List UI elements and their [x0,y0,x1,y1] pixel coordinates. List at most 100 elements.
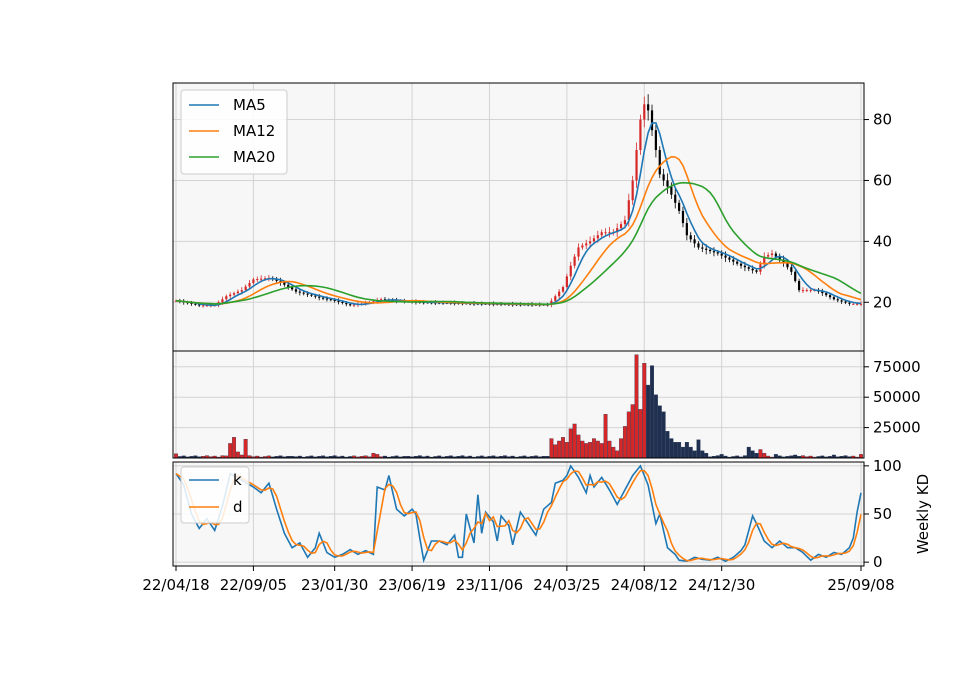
candle-body [600,232,603,236]
volume-bar [773,454,778,459]
x-axis: 22/04/18 22/09/05 23/01/30 23/06/19 23/11/06… [142,566,895,594]
volume-bar [375,454,380,459]
candle-body [647,104,650,111]
x-tick-label: 22/09/05 [220,576,287,594]
volume-bar [700,450,705,459]
candle-body [318,296,321,298]
kd-legend: k d [180,466,250,524]
candle-body [372,301,375,303]
candle-body [329,299,332,301]
candle-body [221,299,224,303]
kd-line-k [175,464,862,564]
candle-body [190,303,193,305]
candle-body [205,305,209,307]
volume-bar [673,442,678,459]
candle-body [852,303,855,305]
volume-bar [661,411,666,459]
legend-label-ma5: MA5 [233,96,266,114]
volume-bar [553,444,558,459]
candle-body [256,279,259,281]
candle-body [631,180,634,201]
y-tick-label: 50000 [873,388,921,406]
candle-body [763,256,766,265]
volume-bar [557,440,562,459]
volume-bar [696,439,701,459]
candle-body [349,304,352,306]
volume-bar [642,363,647,459]
legend-label-ma12: MA12 [233,122,275,140]
volume-bar [611,446,616,459]
volume-bar [665,431,670,459]
candle-body [708,249,712,252]
legend-label-d: d [233,498,243,516]
candle-body [786,262,789,268]
candle-body [627,200,630,221]
volume-bar [607,440,612,459]
candle-body [689,235,692,240]
candle-body [693,239,696,244]
candle-body [856,303,859,305]
candle-body [263,278,267,280]
volume-bar [576,434,581,459]
y-tick-label: 60 [873,171,892,189]
candle-body [828,295,832,298]
candle-body [232,293,236,295]
volume-bar [657,405,662,459]
volume-bar [580,440,585,459]
candle-body [252,279,255,283]
candle-body [736,261,739,264]
volume-bar [762,452,767,459]
x-tick-label: 24/03/25 [533,576,600,594]
candle-body [650,110,654,131]
candle-body [352,304,356,306]
moving-average-lines [175,122,862,307]
candle-body [767,255,770,257]
candle-body [287,284,290,288]
volume-bar [677,442,682,459]
candle-body [585,243,588,246]
price-panel: 20 40 60 80 MA5 MA12 MA20 [172,82,892,352]
candle-body [643,104,646,120]
candle-body [558,291,561,297]
y-tick-label: 100 [873,457,902,475]
candle-body [623,220,627,225]
candle-body [825,293,828,296]
kd-gridlines [173,462,864,566]
candle-body [569,265,572,277]
volume-bar [592,438,596,459]
candle-body [801,290,805,292]
volume-bar [232,437,237,459]
candle-body [201,305,205,307]
candle-body [314,295,317,297]
candle-body [840,300,843,302]
kd-y-axis-title: Weekly KD [914,474,932,554]
y-tick-label: 20 [873,293,892,311]
candle-body [565,276,568,288]
volume-bar [630,404,635,459]
candle-body [743,265,746,268]
volume-bar [564,442,569,459]
candle-body [198,304,201,306]
volume-panel: 25000 50000 75000 [172,350,921,459]
volume-gridlines [173,351,864,458]
legend-label-k: k [233,471,242,489]
candle-body [604,232,607,234]
x-tick-label: 24/12/30 [688,576,755,594]
volume-bar [638,409,643,459]
candle-body [770,253,774,256]
y-tick-label: 50 [873,505,892,523]
candle-body [248,282,251,287]
candle-body [790,267,793,272]
candle-body [573,256,576,266]
candle-body [294,289,298,292]
candle-body [674,194,677,203]
candle-body [678,202,681,211]
candle-body [588,241,592,244]
candle-body [797,280,801,291]
candle-body [805,290,808,292]
candle-body [832,297,836,300]
volume-y-axis: 25000 50000 75000 [864,358,921,437]
volume-bar [684,442,689,459]
y-tick-label: 0 [873,553,883,571]
candle-body [240,290,243,292]
